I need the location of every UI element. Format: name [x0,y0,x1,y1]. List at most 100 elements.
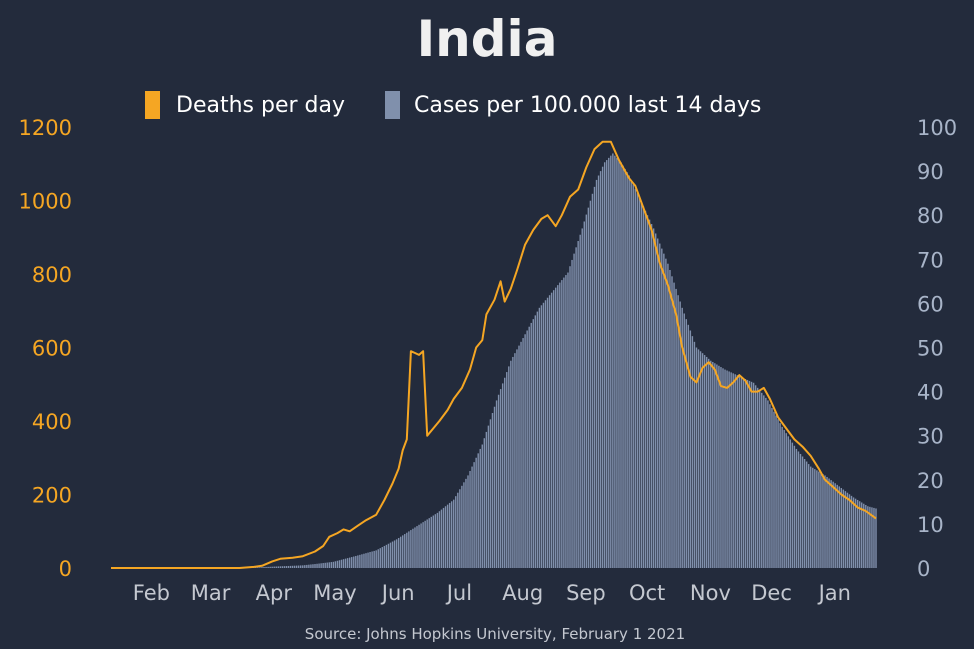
cases-bar [822,474,824,568]
cases-bar [291,565,294,568]
cases-bar [295,565,298,568]
cases-bar [434,514,437,568]
cases-bar [677,295,679,568]
cases-bar [661,248,663,568]
cases-bar [663,253,665,568]
cases-bar [799,453,802,568]
cases-bar [699,351,702,568]
cases-bar [832,481,834,568]
cases-bar [318,563,320,568]
cases-bar [389,542,392,568]
cases-bar [636,193,639,568]
cases-bar [840,487,843,568]
cases-bar [328,562,330,568]
cases-bar [257,567,259,568]
cases-bar [316,563,318,568]
cases-bar [495,400,498,568]
left-tick-label: 600 [32,337,72,361]
cases-bar [414,527,416,568]
cases-bar [528,326,530,568]
cases-bar [561,280,563,568]
cases-bar [777,419,779,568]
cases-bar [393,540,396,568]
cases-bar [485,431,488,568]
cases-bar [726,370,728,568]
cases-bar [871,507,873,568]
cases-bar [306,564,308,568]
cases-bar [371,551,373,568]
left-tick-label: 0 [59,557,72,581]
cases-bar [302,565,304,568]
right-tick-label: 10 [917,513,944,537]
cases-bar [471,466,473,568]
cases-bar [493,406,496,568]
left-tick-label: 1000 [19,190,72,214]
cases-bar [875,508,877,568]
cases-bar [724,369,726,568]
cases-bar [659,243,661,569]
cases-bar [342,559,345,568]
cases-bar [340,559,343,568]
cases-bar [748,380,751,568]
cases-bar [391,541,394,568]
cases-bar [807,464,810,568]
cases-bar [418,524,420,568]
cases-bar [355,555,357,568]
right-tick-label: 90 [917,160,944,184]
cases-bar [632,184,634,568]
right-tick-label: 50 [917,337,944,361]
legend: Deaths per day Cases per 100.000 last 14… [145,91,761,119]
right-tick-label: 40 [917,381,944,405]
cases-bar [402,535,404,568]
cases-bar [736,375,738,568]
cases-bar [367,552,369,568]
cases-bar [412,528,414,568]
cases-bar [483,438,486,568]
cases-bar [336,560,339,568]
cases-bar [624,168,626,568]
cases-bar [640,201,643,568]
cases-bar [616,157,618,568]
cases-bar [687,324,690,568]
cases-bar [379,548,381,568]
deaths-line [111,140,877,569]
cases-bar [587,207,590,568]
cases-bar [865,505,867,568]
cases-bar [606,160,608,568]
cases-bar [377,549,379,568]
cases-bar [703,355,706,568]
cases-bar [648,219,651,569]
cases-bar [763,395,765,568]
cases-bar [571,259,573,568]
cases-bar [293,565,296,568]
x-axis: Feb Mar Apr May Jun Jul Aug Sep Oct Nov Dec Jan [133,581,851,605]
cases-bar [395,539,398,568]
x-tick-label: Feb [133,581,170,605]
cases-bar [858,501,861,568]
cases-bar [567,272,569,568]
cases-bar [491,413,494,568]
cases-bar [526,330,528,568]
cases-bar [710,360,712,568]
cases-bar [304,565,306,568]
cases-bar [597,175,600,568]
cases-bar [473,462,475,568]
cases-bar [510,360,512,568]
cases-bar [622,165,624,568]
cases-bar [330,562,333,568]
cases-bar [263,567,265,568]
cases-bar [524,334,526,568]
cases-bar [691,336,694,568]
cases-bar [408,531,410,568]
cases-bar [575,247,577,568]
cases-bar [275,566,277,568]
cases-bar [771,407,773,568]
cases-bar [383,545,386,568]
chart-title: India [417,10,558,68]
cases-bar [618,160,620,568]
cases-bar [375,550,377,568]
cases-bar [459,489,461,568]
left-tick-label: 400 [32,410,72,434]
cases-bar [814,469,816,568]
